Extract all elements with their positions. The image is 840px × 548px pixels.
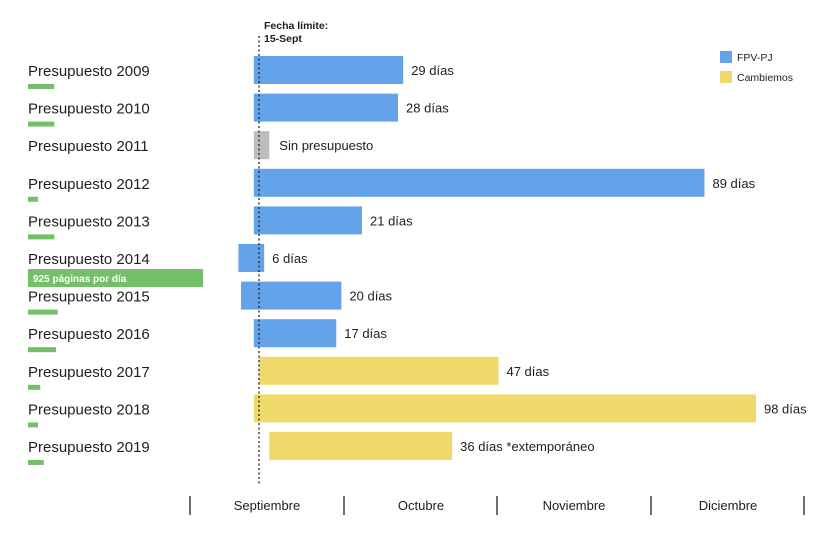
- chart-row: Presupuesto 2012 89 días: [28, 168, 756, 202]
- row-label: Presupuesto 2010: [28, 101, 150, 118]
- row-label: Presupuesto 2017: [28, 364, 150, 381]
- pages-bar: [28, 234, 55, 240]
- pages-bar: [28, 347, 56, 353]
- rows-layer: Presupuesto 2009 29 días Presupuesto 2010 2…: [28, 56, 807, 465]
- deadline-marker: Fecha límite: 15-Sept: [258, 20, 328, 486]
- month-label-septiembre: Septiembre: [234, 498, 300, 513]
- row-label: Presupuesto 2011: [28, 138, 149, 155]
- row-label: Presupuesto 2013: [28, 213, 150, 230]
- chart-row: Presupuesto 2009 29 días: [28, 56, 454, 89]
- bar-value-label: 6 días: [272, 251, 308, 266]
- pages-bar: [28, 84, 55, 89]
- pages-label: 925 páginas por día: [33, 274, 127, 285]
- bar-value-label: 20 días: [349, 289, 392, 304]
- chart-row: Presupuesto 2019 36 días *extemporáneo: [28, 432, 595, 465]
- bar-value-label: Sin presupuesto: [279, 138, 373, 153]
- month-label-diciembre: Diciembre: [699, 498, 758, 513]
- chart-row: Presupuesto 2016 17 días: [28, 319, 387, 353]
- month-label-noviembre: Noviembre: [543, 498, 606, 513]
- period-bar: [253, 131, 270, 160]
- period-bar: [238, 244, 265, 272]
- legend-label-cambiemos: Cambiemos: [737, 72, 793, 84]
- chart-row: Presupuesto 2015 20 días: [28, 281, 393, 315]
- chart-row: Presupuesto 2018 98 días: [28, 394, 807, 428]
- row-label: Presupuesto 2009: [28, 63, 150, 80]
- period-bar: [253, 394, 756, 423]
- bar-value-label: 36 días *extemporáneo: [460, 439, 594, 454]
- row-label: Presupuesto 2016: [28, 326, 150, 343]
- row-label: Presupuesto 2014: [28, 251, 150, 268]
- bar-value-label: 28 días: [406, 101, 449, 116]
- pages-bar: [28, 121, 55, 127]
- pages-bar: [28, 196, 38, 202]
- period-bar: [253, 93, 399, 122]
- chart-row: Presupuesto 2010 28 días: [28, 93, 449, 127]
- row-label: Presupuesto 2015: [28, 289, 150, 306]
- period-bar: [253, 56, 404, 84]
- period-bar: [253, 319, 337, 348]
- legend-label-fpv: FPV-PJ: [737, 52, 773, 64]
- deadline-label-line2: 15-Sept: [264, 33, 302, 45]
- chart-row: Presupuesto 2017 47 días: [28, 356, 550, 390]
- period-bar: [240, 281, 342, 310]
- legend-swatch-fpv: [720, 51, 732, 63]
- deadline-label-line1: Fecha límite:: [264, 20, 328, 32]
- period-bar: [253, 206, 362, 235]
- row-label: Presupuesto 2018: [28, 401, 150, 418]
- row-label: Presupuesto 2019: [28, 439, 150, 456]
- legend: FPV-PJ Cambiemos: [720, 51, 793, 84]
- pages-bar: [28, 460, 44, 465]
- bar-value-label: 89 días: [712, 176, 755, 191]
- month-label-octubre: Octubre: [398, 498, 444, 513]
- chart-row: Presupuesto 2013 21 días: [28, 206, 413, 240]
- chart-row: Presupuesto 2014 925 páginas por día 6 día…: [28, 244, 308, 287]
- pages-bar: [28, 422, 38, 428]
- bar-value-label: 17 días: [344, 326, 387, 341]
- row-label: Presupuesto 2012: [28, 176, 150, 193]
- pages-bar: [28, 309, 58, 315]
- bar-value-label: 21 días: [370, 213, 413, 228]
- bar-value-label: 98 días: [764, 401, 807, 416]
- pages-bar: [28, 269, 203, 287]
- legend-swatch-cambiemos: [720, 71, 732, 83]
- pages-bar: [28, 384, 41, 390]
- bar-value-label: 29 días: [411, 63, 454, 78]
- chart-row: Presupuesto 2011 Sin presupuesto: [28, 131, 373, 160]
- period-bar: [259, 356, 499, 385]
- month-axis: Septiembre Octubre Noviembre Diciembre: [189, 496, 805, 515]
- period-bar: [269, 432, 453, 460]
- period-bar: [253, 168, 705, 197]
- bar-value-label: 47 días: [506, 364, 549, 379]
